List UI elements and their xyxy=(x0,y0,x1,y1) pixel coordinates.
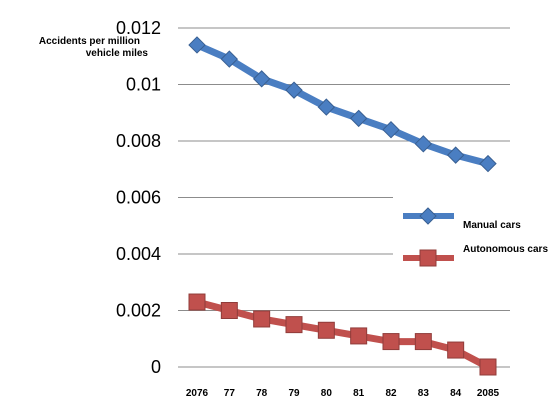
series-autonomous-cars xyxy=(188,293,497,376)
x-tick-label: 2076 xyxy=(186,388,209,399)
x-tick-label: 80 xyxy=(321,388,333,399)
series-group xyxy=(188,36,497,376)
data-point-marker xyxy=(382,120,400,139)
data-point-marker xyxy=(188,293,206,311)
y-tick-label: 0.002 xyxy=(116,301,161,321)
y-tick-labels: 0 0.002 0.004 0.006 0.008 0.01 0.012 xyxy=(116,18,161,377)
data-point-marker xyxy=(317,321,335,339)
x-tick-label: 79 xyxy=(288,388,300,399)
y-tick-label: 0.006 xyxy=(116,188,161,208)
data-point-marker xyxy=(479,154,497,173)
data-point-marker xyxy=(188,36,206,54)
data-point-marker xyxy=(382,333,400,351)
data-point-marker xyxy=(479,358,497,376)
legend: Manual cars Autonomous cars xyxy=(393,192,548,270)
x-tick-label: 78 xyxy=(256,388,268,399)
data-point-marker xyxy=(252,70,271,88)
data-point-marker xyxy=(414,333,432,351)
legend-marker xyxy=(419,207,437,225)
x-tick-labels: 2076 77 78 79 80 81 82 83 84 2085 xyxy=(186,388,500,399)
y-tick-label: 0.012 xyxy=(116,18,161,38)
data-point-marker xyxy=(447,341,465,359)
x-tick-label: 77 xyxy=(224,388,236,399)
data-point-marker xyxy=(285,81,303,99)
y-axis-label-line-1: Accidents per million xyxy=(39,36,140,47)
legend-item: Autonomous cars xyxy=(403,244,548,267)
data-point-marker xyxy=(446,146,465,164)
data-point-marker xyxy=(317,98,336,116)
data-point-marker xyxy=(220,50,239,68)
legend-label: Manual cars xyxy=(463,220,521,231)
x-tick-label: 83 xyxy=(418,388,430,399)
data-point-marker xyxy=(414,135,433,153)
y-tick-label: 0.01 xyxy=(126,75,161,95)
data-point-marker xyxy=(253,310,271,328)
y-tick-label: 0.008 xyxy=(116,131,161,151)
data-point-marker xyxy=(350,327,368,345)
x-tick-label: 81 xyxy=(353,388,365,399)
series-line xyxy=(196,298,490,371)
series-line xyxy=(195,41,489,167)
data-point-marker xyxy=(285,316,303,334)
data-point-marker xyxy=(349,109,368,128)
x-tick-label: 82 xyxy=(385,388,397,399)
series-manual-cars xyxy=(188,36,497,173)
y-tick-label: 0.004 xyxy=(116,244,161,264)
x-tick-label: 2085 xyxy=(477,388,500,399)
y-tick-label: 0 xyxy=(151,357,161,377)
legend-label: Autonomous cars xyxy=(463,244,548,255)
data-point-marker xyxy=(220,302,238,319)
legend-item: Manual cars xyxy=(403,207,521,231)
y-axis-label-line-2: vehicle miles xyxy=(86,48,149,59)
legend-marker xyxy=(419,249,437,267)
x-tick-label: 84 xyxy=(450,388,462,399)
